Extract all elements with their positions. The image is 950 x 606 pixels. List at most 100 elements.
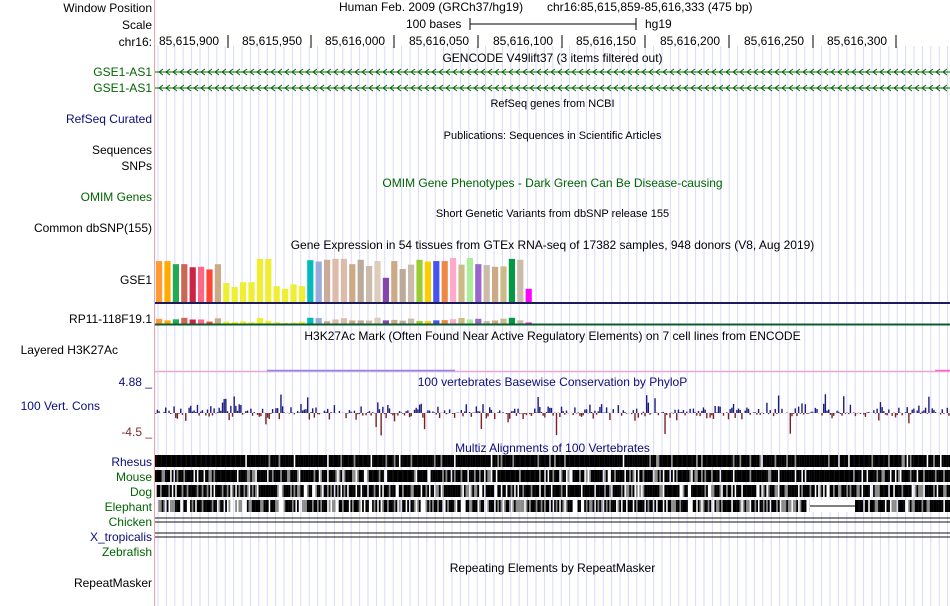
phylop-bar: [357, 413, 359, 415]
multiz-cell: [674, 500, 677, 512]
track-image[interactable]: [155, 0, 950, 606]
multiz-cell: [622, 470, 625, 482]
multiz-species-label[interactable]: Elephant: [104, 500, 152, 514]
multiz-cell: [208, 500, 211, 512]
gtex-bar: [366, 265, 373, 302]
phylop-bar: [250, 408, 252, 413]
multiz-cell: [629, 485, 632, 497]
gtex-bar: [475, 264, 482, 302]
gencode-item-label[interactable]: GSE1-AS1: [93, 65, 152, 79]
phylop-bar: [266, 413, 269, 418]
multiz-cell: [816, 455, 819, 467]
multiz-cell: [577, 500, 580, 512]
multiz-cell: [928, 470, 931, 482]
multiz-cell: [373, 455, 376, 467]
gtex-mini-bar: [424, 321, 431, 324]
multiz-cell: [552, 455, 555, 467]
multiz-cell: [340, 500, 343, 512]
multiz-cell: [485, 485, 488, 497]
multiz-cell: [617, 455, 620, 467]
gtex-gene-label[interactable]: GSE1: [119, 273, 152, 287]
publications-track-title[interactable]: Publications: Sequences in Scientific Ar…: [443, 130, 662, 142]
gtex-track-title[interactable]: Gene Expression in 54 tissues from GTEx …: [290, 238, 815, 252]
publications-track-label[interactable]: Sequences: [91, 143, 152, 157]
dbsnp-track-label[interactable]: Common dbSNP(155): [33, 221, 152, 235]
gencode-track-title[interactable]: GENCODE V49lift37 (3 items filtered out): [442, 51, 663, 65]
phylop-bar: [906, 407, 908, 413]
multiz-cell: [799, 470, 802, 482]
multiz-cell: [600, 485, 603, 497]
multiz-cell: [595, 470, 598, 482]
multiz-cell: [220, 470, 222, 482]
multiz-cell: [263, 485, 266, 497]
phylop-bar: [916, 410, 918, 413]
multiz-cell: [792, 470, 795, 482]
phylop-bar: [198, 413, 200, 416]
multiz-cell: [380, 470, 383, 482]
multiz-cell: [948, 485, 950, 497]
multiz-cell: [205, 455, 207, 467]
multiz-cell: [170, 500, 172, 512]
phylop-track-title[interactable]: 100 vertebrates Basewise Conservation by…: [417, 375, 688, 389]
multiz-species-label[interactable]: Rhesus: [111, 455, 152, 469]
gtex-bar: [349, 264, 356, 302]
multiz-cell: [403, 455, 406, 467]
multiz-species-label[interactable]: X_tropicalis: [89, 530, 152, 544]
multiz-cell: [308, 455, 311, 467]
multiz-cell: [161, 500, 164, 512]
ruler-tick-label: 85,616,300: [827, 34, 888, 48]
phylop-bar: [158, 411, 160, 413]
snps-track-label[interactable]: SNPs: [121, 159, 152, 173]
multiz-cell: [445, 470, 448, 482]
phylop-bar: [888, 409, 890, 413]
multiz-cell: [250, 455, 252, 467]
multiz-cell: [821, 470, 824, 482]
omim-track-title[interactable]: OMIM Gene Phenotypes - Dark Green Can Be…: [382, 176, 723, 190]
h3k27ac-track-title[interactable]: H3K27Ac Mark (Often Found Near Active Re…: [304, 329, 801, 343]
repeatmasker-track-label[interactable]: RepeatMasker: [73, 576, 152, 590]
multiz-cell: [342, 455, 344, 467]
multiz-cell: [889, 455, 892, 467]
multiz-cell: [664, 455, 667, 467]
h3k27ac-track-label[interactable]: Layered H3K27Ac: [20, 343, 118, 357]
multiz-cell: [864, 485, 867, 497]
multiz-species-label[interactable]: Chicken: [108, 515, 152, 529]
multiz-species-label[interactable]: Zebrafish: [101, 545, 152, 559]
multiz-cell: [614, 470, 617, 482]
multiz-cell: [193, 455, 196, 467]
phylop-bar: [519, 413, 521, 414]
dbsnp-track-title[interactable]: Short Genetic Variants from dbSNP releas…: [435, 208, 670, 220]
position-text[interactable]: chr16:85,615,859-85,616,333 (475 bp): [547, 0, 753, 14]
gtex-bar: [290, 284, 297, 302]
gtex-mini-bar: [475, 318, 482, 324]
repeatmasker-track-title[interactable]: Repeating Elements by RepeatMasker: [449, 561, 656, 575]
multiz-cell: [288, 470, 291, 482]
multiz-cell: [248, 455, 251, 467]
gtex-gene-label[interactable]: RP11-118F19.1: [69, 312, 152, 326]
multiz-cell: [804, 455, 807, 467]
multiz-species-label[interactable]: Mouse: [115, 470, 152, 484]
multiz-species-label[interactable]: Dog: [129, 485, 152, 499]
omim-track-label[interactable]: OMIM Genes: [80, 190, 152, 204]
multiz-cell: [883, 485, 885, 497]
refseq-track-label[interactable]: RefSeq Curated: [65, 112, 152, 126]
multiz-cell: [908, 455, 910, 467]
multiz-cell: [799, 455, 802, 467]
phylop-bar: [876, 408, 878, 413]
multiz-cell: [198, 455, 201, 467]
phylop-bar: [368, 411, 371, 413]
multiz-cell: [754, 500, 757, 512]
phylop-bar: [246, 410, 249, 413]
multiz-cell: [931, 485, 934, 497]
multiz-cell: [694, 500, 697, 512]
multiz-cell: [495, 500, 498, 512]
multiz-cell: [410, 500, 413, 512]
multiz-track-title[interactable]: Multiz Alignments of 100 Vertebrates: [455, 441, 650, 455]
refseq-track-title[interactable]: RefSeq genes from NCBI: [490, 98, 615, 110]
multiz-cell: [357, 455, 359, 467]
phylop-track-label[interactable]: 100 Vert. Cons: [20, 399, 100, 413]
gencode-item-label[interactable]: GSE1-AS1: [93, 81, 152, 95]
multiz-cell: [851, 485, 854, 497]
multiz-cell: [208, 470, 211, 482]
